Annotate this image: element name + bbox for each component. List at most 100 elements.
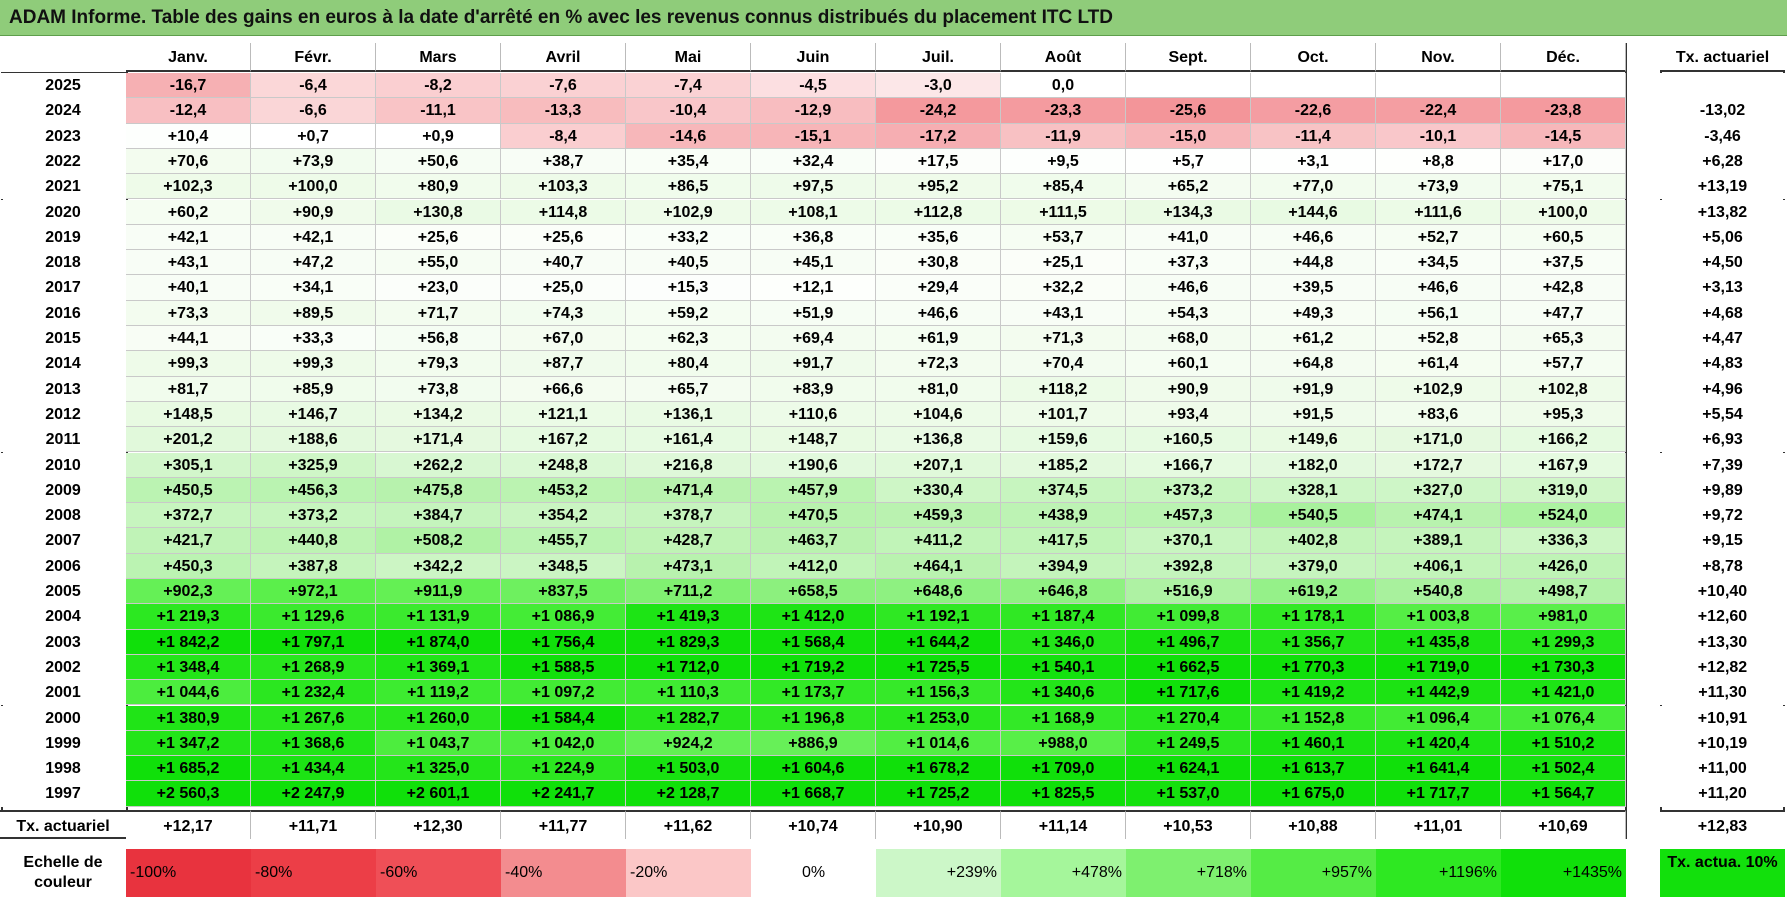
row-year: 2022: [0, 148, 126, 175]
table-cell: -22,6: [1251, 98, 1376, 124]
table-cell: +216,8: [626, 452, 751, 478]
table-cell: +457,9: [751, 477, 876, 504]
table-cell: +1 613,7: [1251, 756, 1376, 782]
table-cell: +378,7: [626, 503, 751, 529]
column-header: Juin: [751, 43, 876, 72]
table-cell: +305,1: [126, 452, 251, 478]
table-cell: +1 460,1: [1251, 730, 1376, 757]
table-cell: +17,5: [876, 148, 1001, 175]
column-header: Nov.: [1376, 43, 1501, 72]
table-cell: +1 253,0: [876, 705, 1001, 731]
row-rate: +4,96: [1660, 376, 1785, 402]
table-cell: +394,9: [1001, 553, 1126, 579]
table-cell: +65,3: [1501, 326, 1626, 352]
table-cell: +540,5: [1251, 503, 1376, 529]
table-cell: +342,2: [376, 553, 501, 579]
table-cell: +166,7: [1126, 452, 1251, 478]
table-cell: +1 496,7: [1126, 629, 1251, 655]
table-cell: +68,0: [1126, 326, 1251, 352]
table-cell: +188,6: [251, 427, 376, 453]
row-year: 2001: [0, 680, 126, 706]
table-cell: +159,6: [1001, 427, 1126, 453]
table-cell: +475,8: [376, 477, 501, 504]
table-cell: +1 756,4: [501, 629, 626, 655]
table-cell: +1 419,3: [626, 604, 751, 630]
table-cell: +81,7: [126, 376, 251, 402]
table-cell: -25,6: [1126, 98, 1251, 124]
table-cell: +1 270,4: [1126, 705, 1251, 731]
table-cell: +457,3: [1126, 503, 1251, 529]
table-cell: +32,2: [1001, 275, 1126, 301]
table-cell: 0,0: [1001, 73, 1126, 99]
table-cell: +384,7: [376, 503, 501, 529]
table-cell: +1 588,5: [501, 654, 626, 681]
table-cell: +508,2: [376, 528, 501, 554]
footer-rate: +11,71: [251, 810, 376, 839]
row-rate: +12,60: [1660, 604, 1785, 630]
row-year: 2012: [0, 401, 126, 428]
table-cell: +1 346,0: [1001, 629, 1126, 655]
table-cell: +118,2: [1001, 376, 1126, 402]
table-cell: -6,6: [251, 98, 376, 124]
table-cell: +91,5: [1251, 401, 1376, 428]
row-year: 2025: [0, 73, 126, 99]
table-cell: +144,6: [1251, 199, 1376, 225]
table-cell: +1 797,1: [251, 629, 376, 655]
table-cell: +110,6: [751, 401, 876, 428]
table-cell: -4,5: [751, 73, 876, 99]
color-scale-stop: -20%: [626, 849, 751, 897]
table-cell: +1 419,2: [1251, 680, 1376, 706]
table-cell: +100,0: [251, 174, 376, 200]
row-year: 1997: [0, 781, 126, 807]
table-cell: +25,6: [376, 224, 501, 251]
table-cell: +77,0: [1251, 174, 1376, 200]
footer-total: +12,83: [1660, 810, 1785, 839]
table-cell: +43,1: [126, 250, 251, 276]
table-cell: +85,9: [251, 376, 376, 402]
table-cell: +886,9: [751, 730, 876, 757]
row-year: 2018: [0, 250, 126, 276]
table-cell: +972,1: [251, 579, 376, 605]
table-cell: +1 192,1: [876, 604, 1001, 630]
table-cell: +2 128,7: [626, 781, 751, 807]
table-cell: +1 152,8: [1251, 705, 1376, 731]
table-cell: +1 249,5: [1126, 730, 1251, 757]
table-cell: +108,1: [751, 199, 876, 225]
row-year: 2021: [0, 174, 126, 200]
table-cell: +1 156,3: [876, 680, 1001, 706]
table-cell: +2 247,9: [251, 781, 376, 807]
table-cell: +417,5: [1001, 528, 1126, 554]
table-cell: +1 730,3: [1501, 654, 1626, 681]
table-cell: +166,2: [1501, 427, 1626, 453]
table-cell: +373,2: [1126, 477, 1251, 504]
table-cell: +1 675,0: [1251, 781, 1376, 807]
row-year: 2000: [0, 705, 126, 731]
table-cell: +34,1: [251, 275, 376, 301]
table-cell: +40,7: [501, 250, 626, 276]
table-cell: -14,6: [626, 123, 751, 149]
table-cell: +70,6: [126, 148, 251, 175]
table-cell: +89,5: [251, 300, 376, 326]
footer-rate: +10,69: [1501, 810, 1626, 839]
table-cell: +23,0: [376, 275, 501, 301]
table-cell: +101,7: [1001, 401, 1126, 428]
table-cell: +372,7: [126, 503, 251, 529]
table-cell: +1 173,7: [751, 680, 876, 706]
row-year: 2023: [0, 123, 126, 149]
table-cell: +540,8: [1376, 579, 1501, 605]
table-cell: -24,2: [876, 98, 1001, 124]
footer-label: Tx. actuariel: [0, 810, 126, 839]
table-cell: +463,7: [751, 528, 876, 554]
table-cell: +1 510,2: [1501, 730, 1626, 757]
table-cell: +1 099,8: [1126, 604, 1251, 630]
table-cell: +83,6: [1376, 401, 1501, 428]
table-cell: +354,2: [501, 503, 626, 529]
table-cell: +46,6: [876, 300, 1001, 326]
table-cell: +66,6: [501, 376, 626, 402]
row-rate: +13,19: [1660, 174, 1785, 200]
table-cell: -6,4: [251, 73, 376, 99]
row-rate: +11,20: [1660, 781, 1785, 807]
table-cell: +1 219,3: [126, 604, 251, 630]
table-cell: +464,1: [876, 553, 1001, 579]
table-cell: +524,0: [1501, 503, 1626, 529]
